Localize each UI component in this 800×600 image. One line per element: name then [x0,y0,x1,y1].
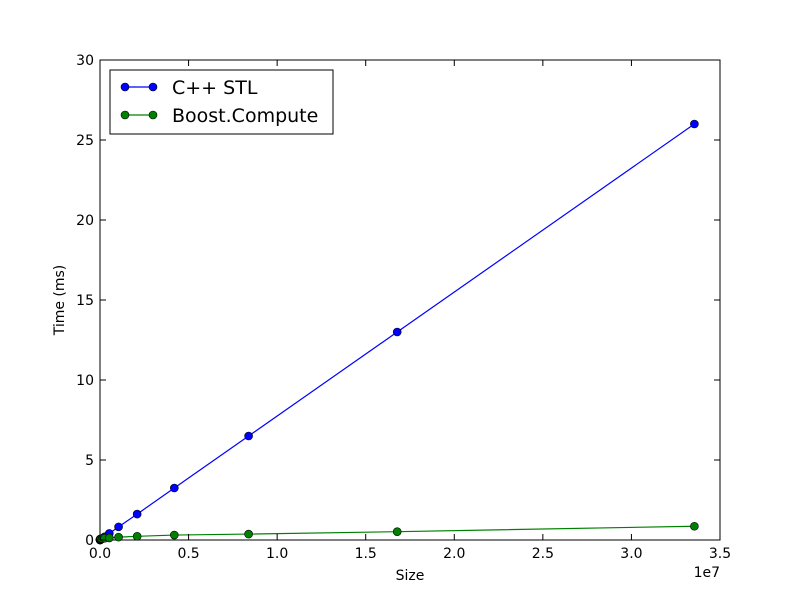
y-tick-label: 20 [76,213,94,229]
series-0-point-12 [170,483,179,493]
x-tick-label: 1.5 [355,546,377,562]
series-1-point-15 [690,521,699,531]
legend-marker-0 [148,82,158,92]
x-tick-label: 3.5 [709,546,731,562]
series-0-point-11 [132,509,142,519]
legend-label-0: C++ STL [172,77,258,99]
x-tick-label: 2.5 [532,546,554,562]
tick-layer: 0.0 0.5 1.0 1.5 2.0 2.5 3.0 3.5 0 5 10 15 20 25 30 [76,53,731,562]
x-axis-offset-label: 1e7 [694,565,720,581]
y-tick-label: 5 [85,453,94,469]
y-tick-label: 30 [76,53,94,69]
x-tick-label: 3.0 [620,546,642,562]
legend-label-1: Boost.Compute [172,105,318,127]
y-tick-label: 10 [76,373,94,389]
legend-marker-0 [120,82,130,92]
y-tick-label: 25 [76,133,94,149]
legend: C++ STL Boost.Compute [109,69,334,135]
x-tick-label: 2.0 [443,546,465,562]
series-0-point-13 [244,431,253,441]
plot-area: 0.0 0.5 1.0 1.5 2.0 2.5 3.0 3.5 0 5 10 15 20 25 30 [76,53,731,562]
series-1-point-13 [244,529,253,539]
legend-box [109,69,334,135]
series-0-point-15 [690,119,699,129]
series-0-point-10 [114,522,123,532]
x-tick-label: 0.5 [177,546,199,562]
legend-items: C++ STL Boost.Compute [120,77,318,127]
legend-marker-1 [120,110,130,120]
series-1-point-10 [114,532,123,542]
legend-marker-1 [148,110,158,120]
series-1-point-9 [104,533,114,543]
series-0-point-14 [392,327,402,337]
y-axis-label: Time (ms) [52,265,68,337]
series-1-point-12 [170,530,179,540]
series-1-point-11 [132,532,142,541]
x-axis-label: Size [396,568,425,584]
x-tick-label: 0.0 [89,546,111,562]
x-tick-label: 1.0 [266,546,288,562]
axes-frame [99,59,721,541]
y-tick-label: 0 [85,533,94,549]
y-tick-label: 15 [76,293,94,309]
series-1-point-14 [392,527,402,536]
